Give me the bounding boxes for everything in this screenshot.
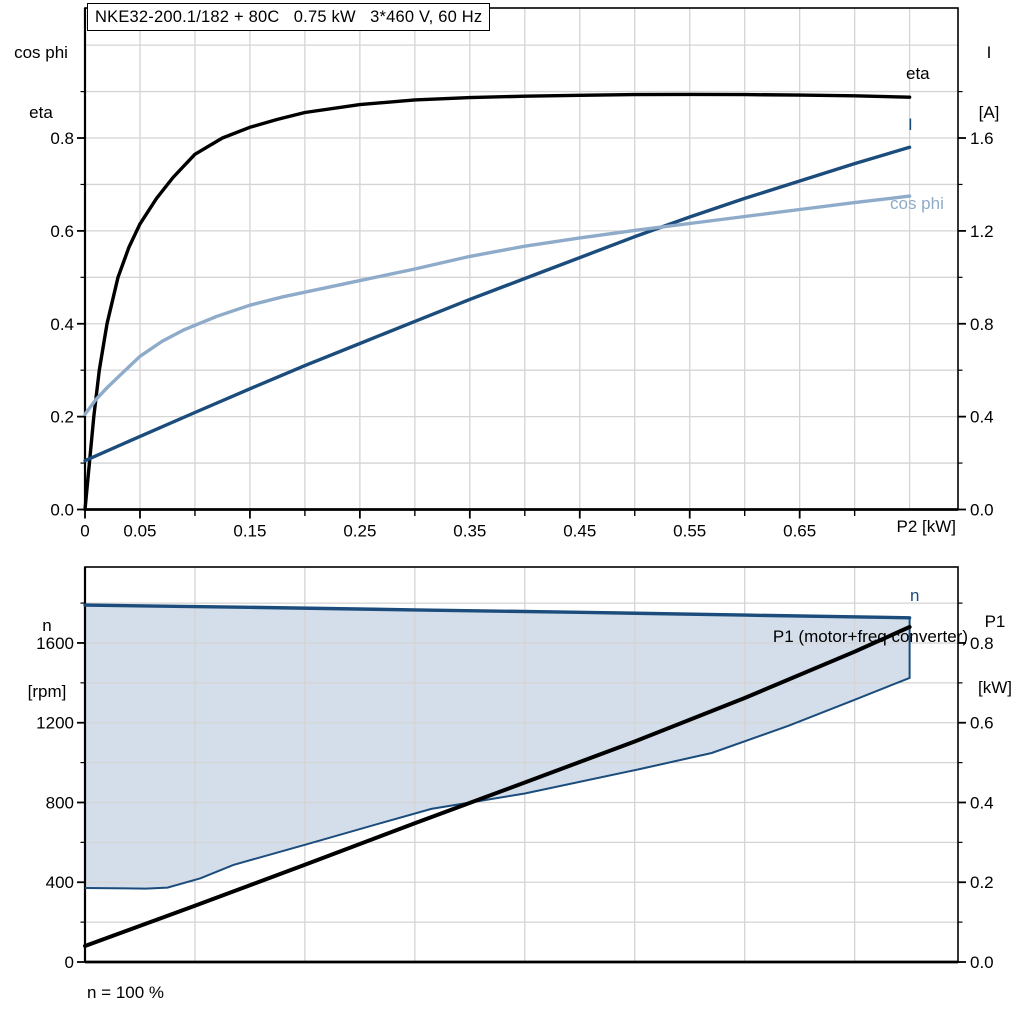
tick-label: 0.55 <box>673 522 706 541</box>
series-curve-p1-motor-freq-converter- <box>83 625 912 948</box>
tick-label: 0.6 <box>970 714 994 733</box>
tick-label: 800 <box>46 793 74 812</box>
tick-label: 0.0 <box>970 501 994 520</box>
tick-label: 0 <box>80 522 89 541</box>
footnote-n-100-percent: n = 100 % <box>87 983 165 1002</box>
tick-label: 0.05 <box>123 522 156 541</box>
tick-label: 0.2 <box>50 408 74 427</box>
tick-label: 1200 <box>36 714 74 733</box>
tick-label: 0.0 <box>50 501 74 520</box>
tick-label: 0.35 <box>453 522 486 541</box>
tick-label: 0.4 <box>970 793 994 812</box>
tick-label: 1.2 <box>970 222 994 241</box>
axis-title-current-unit: [A] <box>978 103 1000 122</box>
top-right-axis-title: I [A] <box>962 3 1016 163</box>
series-curve-cos-phi <box>83 194 912 416</box>
tick-label: 0.8 <box>970 634 994 653</box>
tick-label: 0.0 <box>970 953 994 972</box>
tick-label: 0.8 <box>50 129 74 148</box>
gridlines <box>85 567 958 962</box>
x-axis-title-p2: P2 [kW] <box>896 517 956 536</box>
tick-label: 1600 <box>36 634 74 653</box>
bottom-right-axis-title: P1 [kW] <box>970 567 1020 743</box>
tick-label: 0.45 <box>563 522 596 541</box>
tick-label: 0.15 <box>233 522 266 541</box>
series-label-p1-motor-freq-converter: P1 (motor+freq converter) <box>772 627 968 646</box>
tick-label: 0.2 <box>970 873 994 892</box>
speed-control-range-border <box>84 617 911 890</box>
series-curve-n <box>83 603 912 620</box>
series-curve-eta <box>83 92 912 512</box>
speed-control-range-fill <box>85 605 910 889</box>
axis-title-speed-unit: [rpm] <box>27 682 67 701</box>
tick-label: 0.6 <box>50 222 74 241</box>
bottom-chart-speed-power: 0 400 800 1200 1600 0.0 0.2 0.4 0.6 0.8 <box>36 566 994 972</box>
top-left-axis-title: cos phi eta <box>0 3 82 163</box>
axis-title-current: I <box>986 43 992 62</box>
tick-label: 0 <box>65 953 74 972</box>
tick-label: 0.25 <box>343 522 376 541</box>
tick-label: 0.4 <box>970 408 994 427</box>
bottom-left-axis-title: n [rpm] <box>12 571 82 747</box>
series-label-eta: eta <box>906 64 930 83</box>
tick-label: 400 <box>46 873 74 892</box>
top-chart-eta-cosphi-current: 0.0 0.2 0.4 0.6 0.8 0.0 0.4 0.8 1.2 1.6 0 0.05 0.15 0… <box>50 7 994 541</box>
ticks-and-tick-labels: 0 400 800 1200 1600 0.0 0.2 0.4 0.6 0.8 <box>36 602 994 972</box>
ticks-and-tick-labels: 0.0 0.2 0.4 0.6 0.8 0.0 0.4 0.8 1.2 1.6 0 0.05 0.15 0… <box>50 90 994 541</box>
tick-label: 0.8 <box>970 315 994 334</box>
series-label-cos-phi: cos phi <box>890 194 944 213</box>
tick-label: 0.65 <box>783 522 816 541</box>
series-label-speed: n <box>910 586 920 605</box>
axis-title-speed: n <box>42 616 52 635</box>
axis-title-eta: eta <box>29 103 53 122</box>
tick-label: 1.6 <box>970 129 994 148</box>
title-box: NKE32-200.1/182 + 80C 0.75 kW 3*460 V, 6… <box>87 3 491 31</box>
axis-title-cos-phi: cos phi <box>14 43 68 62</box>
series-label-current: I <box>908 115 913 134</box>
gridlines <box>85 8 958 510</box>
axis-title-p1-unit: [kW] <box>978 678 1012 697</box>
axis-title-p1: P1 <box>984 612 1006 631</box>
plot-frame <box>84 7 959 511</box>
series-curve-i <box>83 145 912 463</box>
tick-label: 0.4 <box>50 315 74 334</box>
